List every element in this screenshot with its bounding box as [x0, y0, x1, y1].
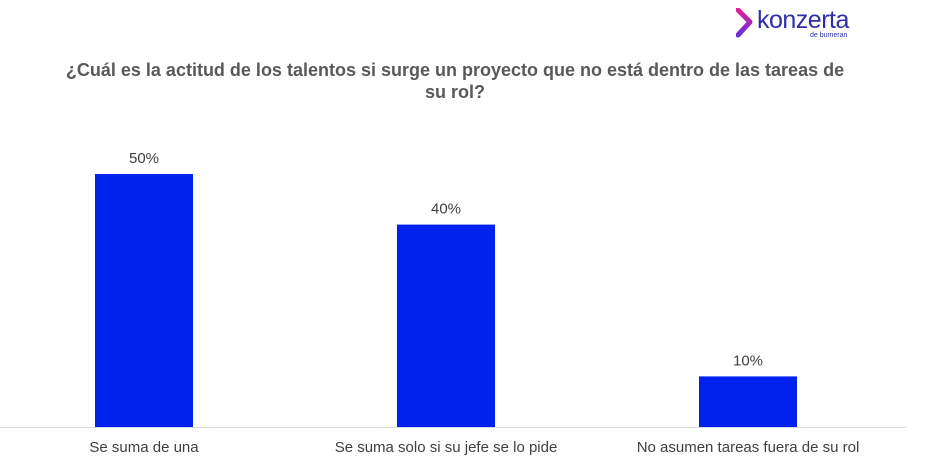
konzerta-logo: konzerta de bumeran: [736, 6, 866, 46]
data-label-1: 50%: [129, 150, 159, 167]
chart-title: ¿Cuál es la actitud de los talentos si s…: [65, 60, 845, 102]
bar-3: [699, 376, 797, 427]
logo-wordmark: konzerta: [757, 6, 849, 34]
category-label-3: No asumen tareas fuera de su rol: [637, 439, 860, 456]
data-label-3: 10%: [733, 352, 763, 369]
bar-1: [95, 174, 193, 427]
konzerta-chevron-icon: [736, 8, 753, 38]
logo-subtitle: de bumeran: [810, 32, 848, 39]
category-label-2: Se suma solo si su jefe se lo pide: [335, 439, 558, 456]
data-label-2: 40%: [431, 201, 461, 218]
bar-2: [397, 224, 495, 427]
category-label-1: Se suma de una: [89, 439, 199, 456]
